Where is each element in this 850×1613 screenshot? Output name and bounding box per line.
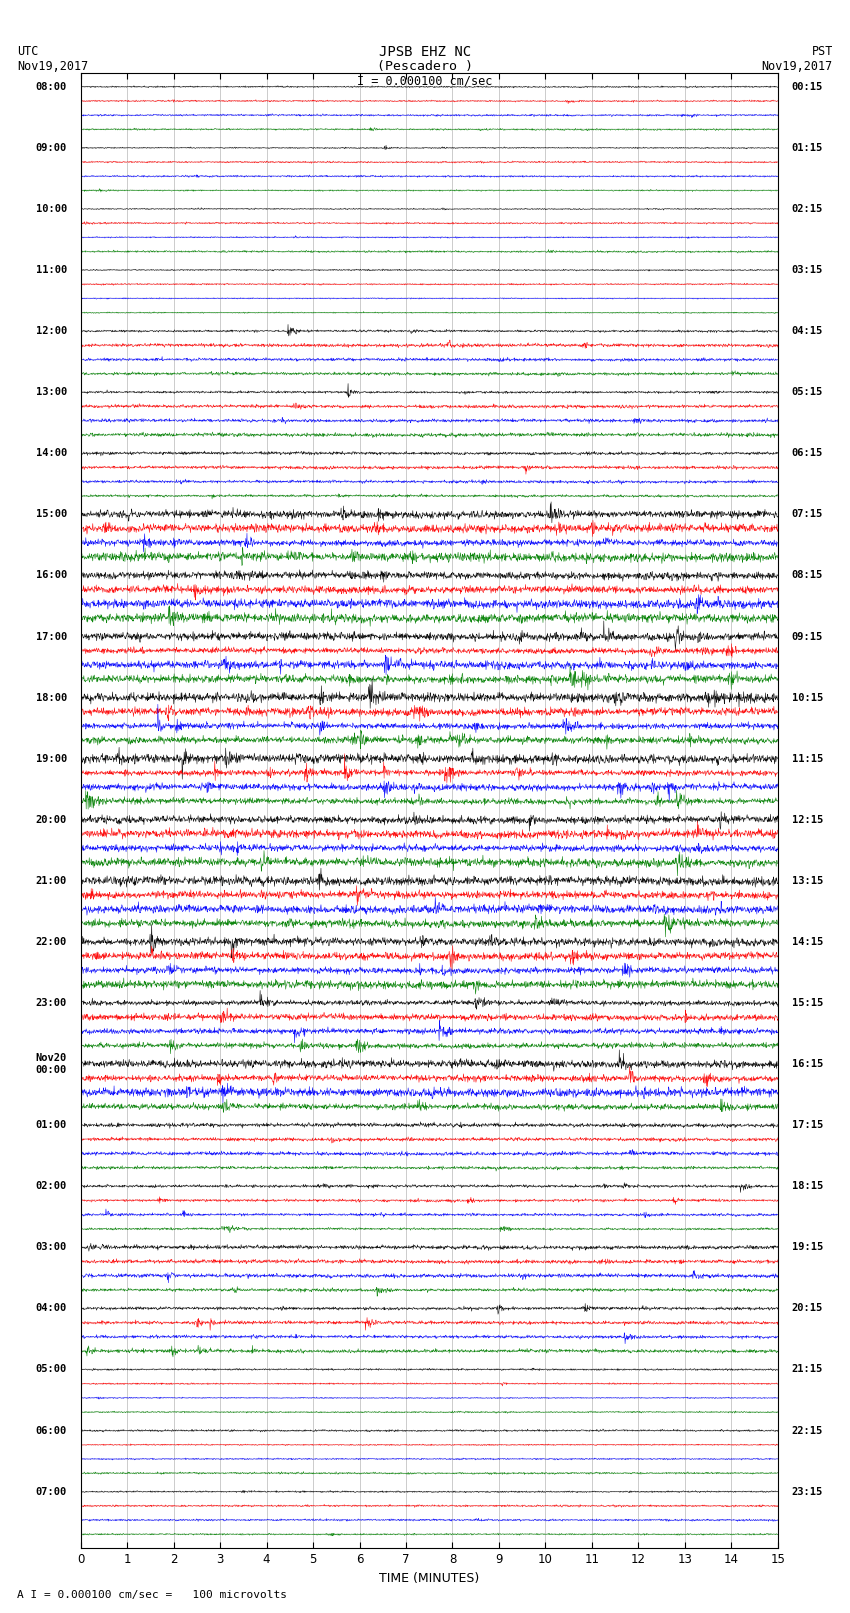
Text: 06:00: 06:00 — [36, 1426, 67, 1436]
Text: 17:15: 17:15 — [791, 1119, 823, 1131]
Text: 21:00: 21:00 — [36, 876, 67, 886]
Text: JPSB EHZ NC: JPSB EHZ NC — [379, 45, 471, 60]
Text: 15:15: 15:15 — [791, 998, 823, 1008]
Text: A I = 0.000100 cm/sec =   100 microvolts: A I = 0.000100 cm/sec = 100 microvolts — [17, 1590, 287, 1600]
Text: 05:15: 05:15 — [791, 387, 823, 397]
Text: 17:00: 17:00 — [36, 632, 67, 642]
Text: 14:15: 14:15 — [791, 937, 823, 947]
Text: 09:15: 09:15 — [791, 632, 823, 642]
Text: 21:15: 21:15 — [791, 1365, 823, 1374]
Text: 05:00: 05:00 — [36, 1365, 67, 1374]
Text: 18:15: 18:15 — [791, 1181, 823, 1192]
Text: 01:15: 01:15 — [791, 144, 823, 153]
Text: 18:00: 18:00 — [36, 692, 67, 703]
Text: 06:15: 06:15 — [791, 448, 823, 458]
Text: 00:15: 00:15 — [791, 82, 823, 92]
Text: 12:00: 12:00 — [36, 326, 67, 336]
Text: 16:15: 16:15 — [791, 1060, 823, 1069]
Text: 02:15: 02:15 — [791, 203, 823, 215]
Text: 09:00: 09:00 — [36, 144, 67, 153]
Text: 23:15: 23:15 — [791, 1487, 823, 1497]
Text: 07:15: 07:15 — [791, 510, 823, 519]
Text: 10:00: 10:00 — [36, 203, 67, 215]
Text: 04:15: 04:15 — [791, 326, 823, 336]
Text: 12:15: 12:15 — [791, 815, 823, 824]
Text: 22:15: 22:15 — [791, 1426, 823, 1436]
Text: 22:00: 22:00 — [36, 937, 67, 947]
Text: 20:15: 20:15 — [791, 1303, 823, 1313]
Text: 10:15: 10:15 — [791, 692, 823, 703]
Text: 20:00: 20:00 — [36, 815, 67, 824]
Text: 14:00: 14:00 — [36, 448, 67, 458]
Text: 03:15: 03:15 — [791, 265, 823, 276]
Text: 04:00: 04:00 — [36, 1303, 67, 1313]
Text: PST
Nov19,2017: PST Nov19,2017 — [762, 45, 833, 73]
Text: 11:15: 11:15 — [791, 753, 823, 763]
Text: 15:00: 15:00 — [36, 510, 67, 519]
Text: 07:00: 07:00 — [36, 1487, 67, 1497]
Text: 08:15: 08:15 — [791, 571, 823, 581]
Text: 03:00: 03:00 — [36, 1242, 67, 1252]
Text: 19:00: 19:00 — [36, 753, 67, 763]
Text: 13:15: 13:15 — [791, 876, 823, 886]
Text: 11:00: 11:00 — [36, 265, 67, 276]
Text: 16:00: 16:00 — [36, 571, 67, 581]
Text: 19:15: 19:15 — [791, 1242, 823, 1252]
Text: 01:00: 01:00 — [36, 1119, 67, 1131]
Text: 13:00: 13:00 — [36, 387, 67, 397]
Text: I = 0.000100 cm/sec: I = 0.000100 cm/sec — [357, 74, 493, 87]
Text: (Pescadero ): (Pescadero ) — [377, 60, 473, 73]
Text: Nov20
00:00: Nov20 00:00 — [36, 1053, 67, 1074]
Text: UTC
Nov19,2017: UTC Nov19,2017 — [17, 45, 88, 73]
Text: 23:00: 23:00 — [36, 998, 67, 1008]
X-axis label: TIME (MINUTES): TIME (MINUTES) — [379, 1573, 479, 1586]
Text: 02:00: 02:00 — [36, 1181, 67, 1192]
Text: 08:00: 08:00 — [36, 82, 67, 92]
